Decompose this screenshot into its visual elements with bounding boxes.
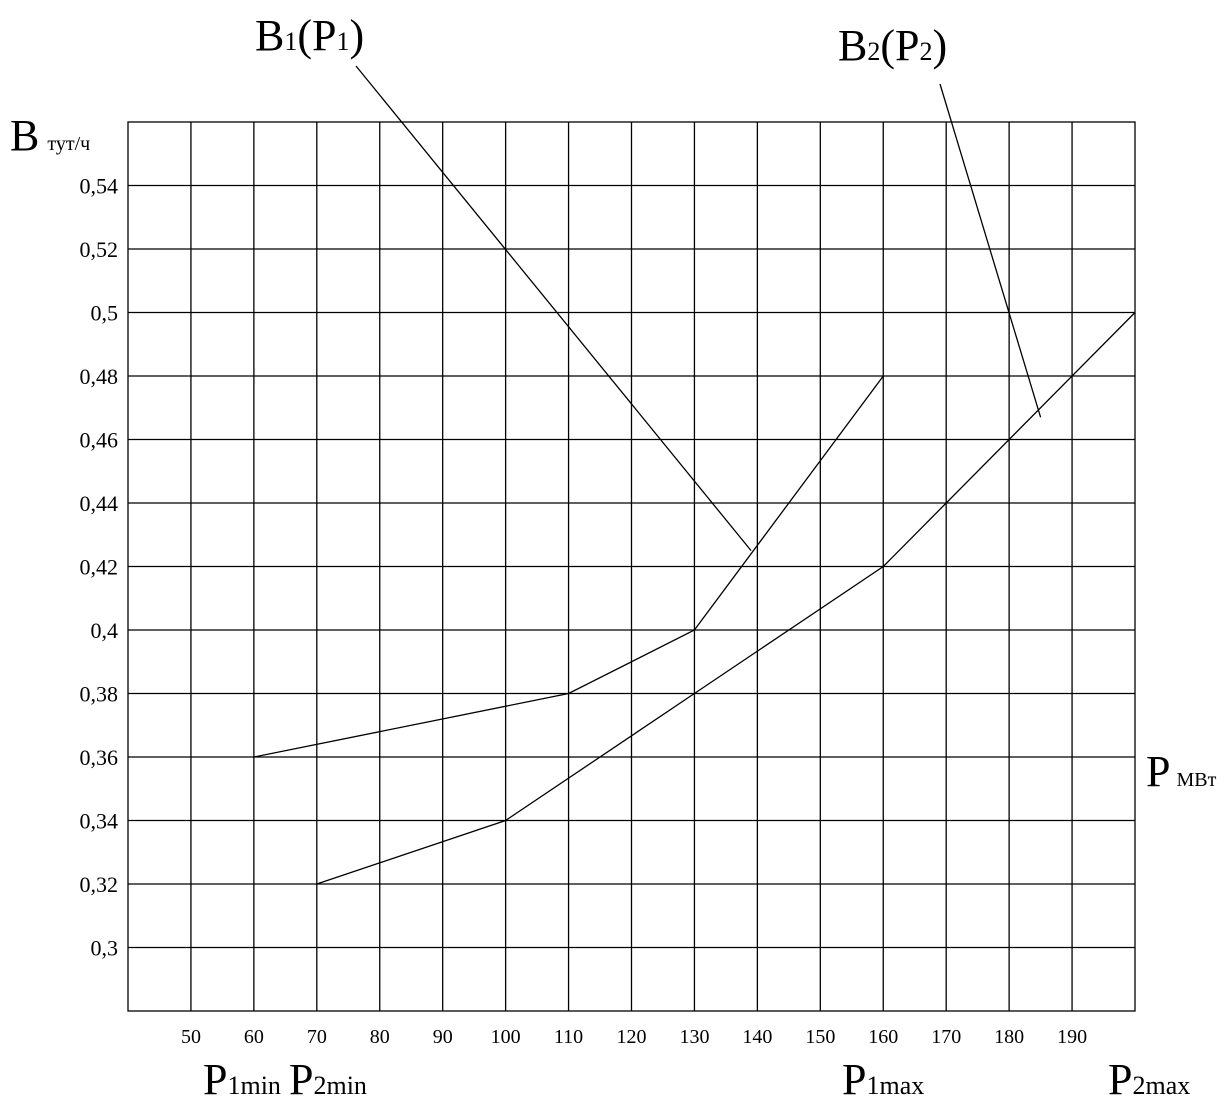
x-tick-label: 150 — [805, 1026, 835, 1048]
x-axis-label-main: P — [1146, 747, 1170, 796]
y-tick-label: 0,54 — [80, 174, 119, 199]
y-tick-label: 0,46 — [80, 428, 119, 453]
x-axis-label-unit: МВт — [1176, 769, 1216, 791]
x-tick-labels: 50 60 70 80 90 100 110 120 130 140 150 160 170 180 190 — [181, 1026, 1087, 1048]
label-p2max: P2max — [1108, 1055, 1190, 1104]
series-label-leaders — [355, 65, 1042, 552]
x-tick-label: 80 — [370, 1026, 390, 1048]
y-tick-label: 0,36 — [80, 745, 119, 770]
y-tick-label: 0,3 — [91, 936, 119, 961]
x-tick-label: 190 — [1057, 1026, 1087, 1048]
y-tick-label: 0,5 — [91, 301, 119, 326]
series-label-b1: B1(P1) — [255, 11, 364, 60]
series-lines — [253, 312, 1136, 885]
y-tick-label: 0,32 — [80, 872, 119, 897]
x-tick-label: 100 — [491, 1026, 521, 1048]
x-tick-label: 160 — [868, 1026, 898, 1048]
y-axis-label-unit: тут/ч — [47, 133, 90, 155]
x-axis-label: P МВт — [1146, 747, 1217, 796]
y-tick-label: 0,48 — [80, 364, 119, 389]
x-tick-label: 180 — [994, 1026, 1024, 1048]
x-tick-label: 50 — [181, 1026, 201, 1048]
series-label-b2: B2(P2) — [838, 21, 947, 70]
y-tick-labels: 0,3 0,32 0,34 0,36 0,38 0,4 0,42 0,44 0,46 0,48 0,… — [80, 174, 119, 961]
y-tick-label: 0,44 — [80, 491, 119, 516]
y-tick-label: 0,4 — [91, 618, 119, 643]
y-tick-label: 0,52 — [80, 237, 119, 262]
y-tick-label: 0,38 — [80, 682, 119, 707]
x-tick-label: 170 — [931, 1026, 961, 1048]
y-tick-label: 0,34 — [80, 809, 119, 834]
x-tick-label: 90 — [433, 1026, 453, 1048]
x-tick-label: 110 — [554, 1026, 583, 1048]
leader-line-2 — [939, 83, 1042, 418]
x-tick-label: 140 — [742, 1026, 772, 1048]
grid — [127, 121, 1136, 1012]
label-p2min: P2min — [289, 1055, 367, 1104]
series-line-1 — [253, 375, 884, 758]
label-p1min: P1min — [203, 1055, 281, 1104]
y-axis-label-main: B — [10, 111, 39, 160]
y-tick-label: 0,42 — [80, 555, 119, 580]
leader-line-1 — [355, 65, 752, 552]
x-tick-label: 130 — [679, 1026, 709, 1048]
x-tick-label: 120 — [617, 1026, 647, 1048]
x-tick-label: 70 — [307, 1026, 327, 1048]
series-line-2 — [316, 312, 1136, 885]
x-tick-label: 60 — [244, 1026, 264, 1048]
label-p1max: P1max — [842, 1055, 924, 1104]
